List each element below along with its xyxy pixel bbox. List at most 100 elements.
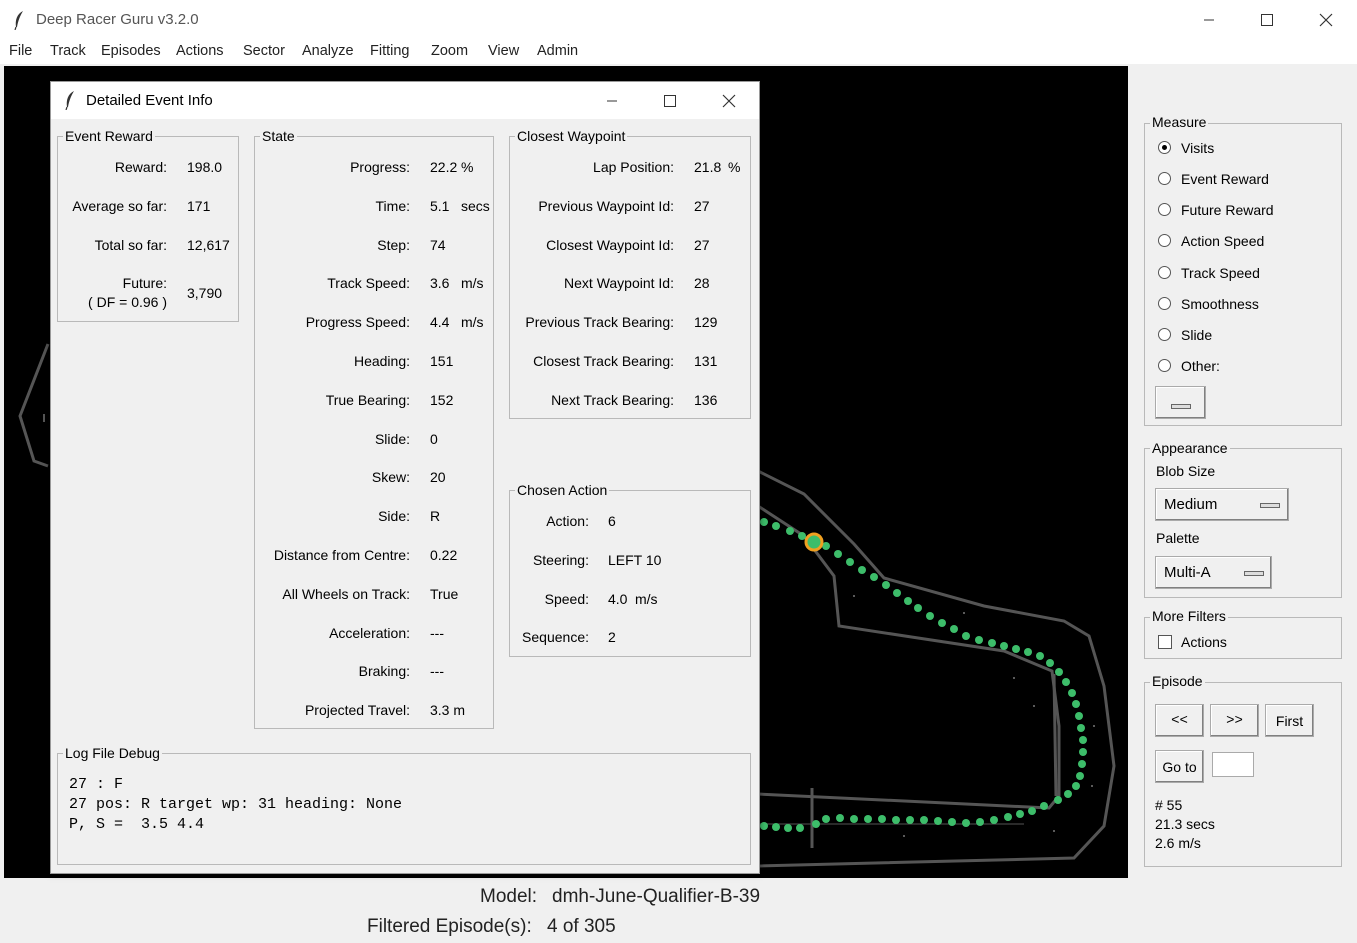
dropdown-indicator-icon [1170, 404, 1191, 409]
state-row-label: Progress: [350, 159, 410, 175]
chosen-action-group-label: Chosen Action [515, 482, 610, 498]
measure-option-label: Action Speed [1181, 233, 1265, 249]
measure-option-slide[interactable]: Slide [1158, 327, 1318, 345]
measure-group-label: Measure [1150, 114, 1209, 130]
radio-icon[interactable] [1158, 203, 1171, 216]
dialog-title: Detailed Event Info [86, 92, 213, 109]
dialog-maximize-button[interactable] [647, 82, 693, 119]
measure-option-event-reward[interactable]: Event Reward [1158, 171, 1318, 189]
dialog-title-bar[interactable]: Detailed Event Info [51, 82, 759, 119]
radio-icon[interactable] [1158, 234, 1171, 247]
waypoint-row-value: 27 [694, 236, 710, 253]
dialog-minimize-button[interactable] [589, 82, 635, 119]
menu-sector[interactable]: Sector [243, 43, 285, 59]
close-button[interactable] [1303, 0, 1349, 39]
menu-analyze[interactable]: Analyze [302, 43, 354, 59]
total-so-far-value: 12,617 [187, 237, 230, 253]
measure-option-other[interactable]: Other: [1158, 358, 1318, 376]
checkbox-icon[interactable] [1158, 635, 1172, 649]
menu-track[interactable]: Track [50, 43, 86, 59]
state-row-value: 74 [430, 236, 446, 253]
dropdown-indicator-icon [1260, 503, 1280, 508]
minimize-icon [607, 100, 617, 101]
log-line: 27 pos: R target wp: 31 heading: None [69, 796, 403, 813]
radio-icon[interactable] [1158, 359, 1171, 372]
blob-size-label: Blob Size [1156, 463, 1216, 479]
log-line: 27 : F [69, 776, 124, 793]
closest-waypoint-group-label: Closest Waypoint [515, 128, 628, 144]
menu-actions[interactable]: Actions [176, 43, 224, 59]
minimize-button[interactable] [1186, 0, 1232, 39]
palette-label: Palette [1156, 530, 1200, 546]
radio-icon[interactable] [1158, 141, 1171, 154]
state-row-value: 0 [430, 430, 438, 447]
log-file-debug-group-label: Log File Debug [63, 745, 162, 761]
menu-bar: File Track Episodes Actions Sector Analy… [0, 39, 1357, 64]
measure-option-visits[interactable]: Visits [1158, 140, 1318, 158]
previous-episode-button[interactable]: << [1155, 704, 1204, 737]
action-row-value: 6 [608, 513, 616, 529]
first-episode-button[interactable]: First [1265, 704, 1314, 737]
actions-filter-checkbox[interactable]: Actions [1158, 634, 1298, 652]
feather-icon [14, 11, 23, 30]
total-so-far-label: Total so far: [94, 237, 167, 253]
episode-time: 21.3 secs [1155, 816, 1215, 832]
state-row-value: 151 [430, 353, 454, 369]
state-row-label: Step: [377, 236, 410, 253]
state-row-value: 22.2 [430, 159, 458, 175]
future-value: 3,790 [187, 285, 223, 301]
menu-zoom[interactable]: Zoom [431, 43, 469, 59]
state-group [254, 136, 494, 729]
measure-group [1144, 123, 1342, 426]
radio-icon[interactable] [1158, 297, 1171, 310]
menu-episodes[interactable]: Episodes [101, 43, 161, 59]
radio-icon[interactable] [1158, 328, 1171, 341]
dialog-close-button[interactable] [706, 82, 752, 119]
window-title-bar[interactable]: Deep Racer Guru v3.2.0 [0, 0, 1357, 40]
closest-waypoint-group [509, 136, 751, 419]
chosen-action-group [509, 490, 751, 657]
goto-episode-button[interactable]: Go to [1155, 750, 1204, 783]
measure-option-action-speed[interactable]: Action Speed [1158, 233, 1318, 251]
state-row-value: 3.3 m [430, 702, 466, 719]
feather-icon [65, 91, 74, 110]
waypoint-row-label: Previous Waypoint Id: [538, 197, 674, 214]
measure-option-label: Slide [1181, 327, 1213, 343]
measure-option-future-reward[interactable]: Future Reward [1158, 202, 1318, 220]
measure-option-track-speed[interactable]: Track Speed [1158, 265, 1318, 283]
radio-icon[interactable] [1158, 172, 1171, 185]
menu-admin[interactable]: Admin [537, 43, 579, 59]
measure-option-smoothness[interactable]: Smoothness [1158, 296, 1318, 314]
blob-size-select[interactable]: Medium [1155, 488, 1289, 521]
measure-option-label: Track Speed [1181, 265, 1260, 281]
maximize-icon [664, 94, 676, 107]
blob-size-value: Medium [1164, 496, 1218, 513]
state-row-value: 5.1 [430, 197, 450, 214]
state-row-value: 4.4 [430, 314, 450, 331]
action-row-label: Action: [546, 513, 589, 529]
maximize-button[interactable] [1244, 0, 1290, 39]
state-row-label: Acceleration: [329, 624, 410, 641]
dropdown-indicator-icon [1244, 571, 1264, 576]
more-filters-group [1144, 617, 1342, 659]
log-lines: 27 : F 27 pos: R target wp: 31 heading: … [69, 775, 402, 835]
waypoint-row-value: 136 [694, 391, 718, 408]
measure-option-label: Visits [1181, 140, 1215, 156]
next-episode-button[interactable]: >> [1210, 704, 1259, 737]
action-row-label: Speed: [544, 590, 589, 607]
waypoint-row-value: 28 [694, 275, 710, 292]
state-row-label: Braking: [358, 663, 410, 680]
state-row-value: --- [430, 624, 444, 641]
menu-view[interactable]: View [488, 43, 520, 59]
waypoint-row-label: Previous Track Bearing: [525, 314, 674, 331]
state-row-label: Track Speed: [327, 275, 410, 292]
reward-label: Reward: [114, 159, 167, 175]
other-measure-dropdown[interactable] [1155, 386, 1206, 419]
goto-episode-input[interactable] [1212, 752, 1254, 777]
menu-fitting[interactable]: Fitting [370, 43, 410, 59]
palette-select[interactable]: Multi-A [1155, 556, 1272, 589]
waypoint-row-value: 131 [694, 353, 718, 369]
radio-icon[interactable] [1158, 266, 1171, 279]
filtered-episodes-value: 4 of 305 [547, 916, 616, 937]
menu-file[interactable]: File [9, 43, 33, 59]
